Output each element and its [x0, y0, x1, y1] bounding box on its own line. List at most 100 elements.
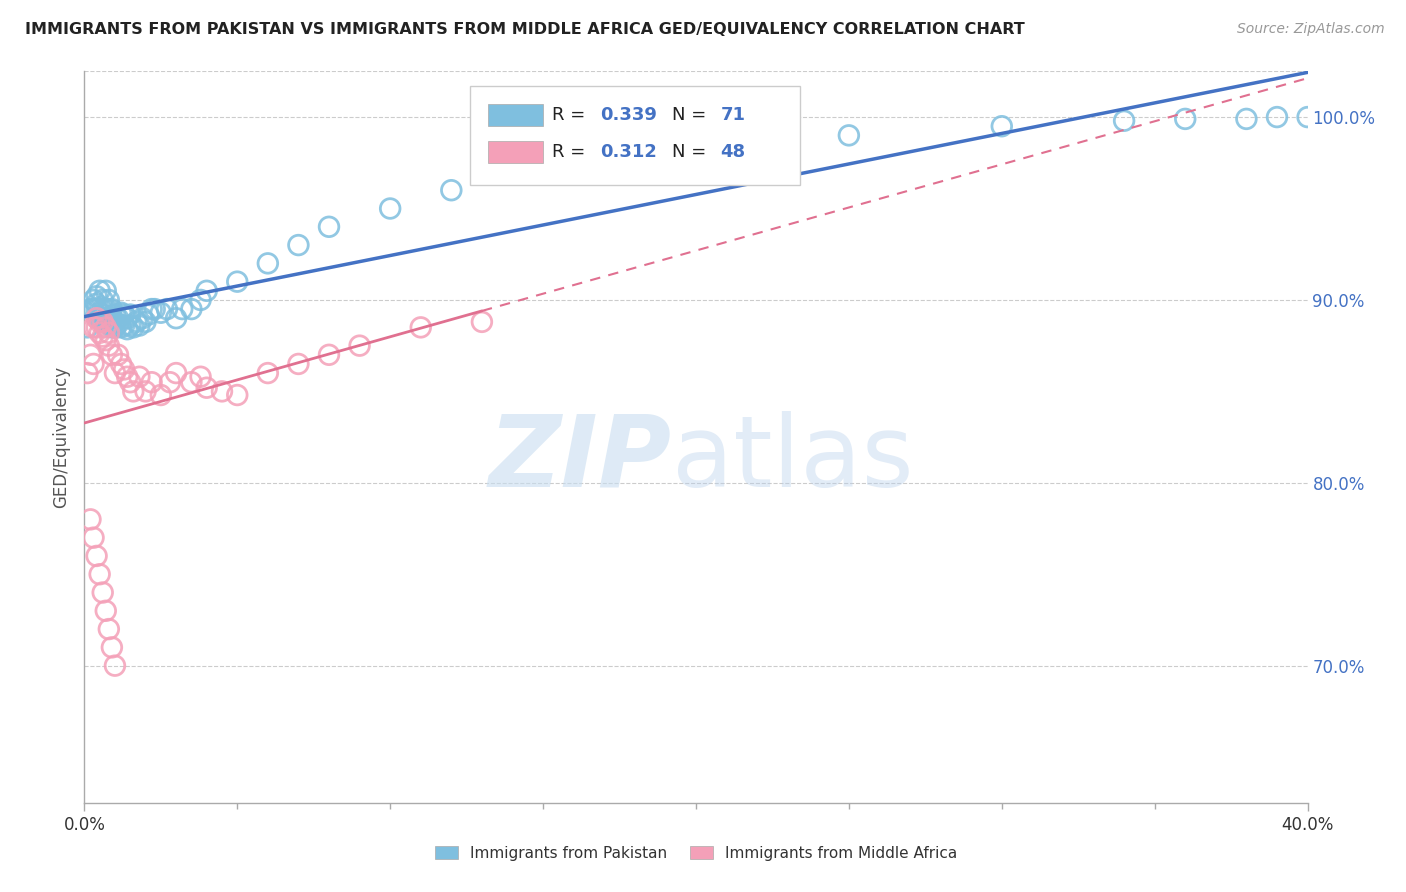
Point — [83, 293, 105, 307]
Text: 71: 71 — [720, 106, 745, 124]
Point — [101, 311, 124, 326]
Point — [107, 348, 129, 362]
FancyBboxPatch shape — [488, 104, 543, 127]
Point — [318, 219, 340, 234]
Point — [380, 202, 402, 216]
Point — [86, 320, 108, 334]
Point — [1265, 110, 1288, 124]
Point — [83, 531, 105, 545]
Point — [79, 348, 101, 362]
Point — [318, 348, 340, 362]
Point — [149, 388, 172, 402]
Point — [104, 308, 127, 322]
Text: IMMIGRANTS FROM PAKISTAN VS IMMIGRANTS FROM MIDDLE AFRICA GED/EQUIVALENCY CORREL: IMMIGRANTS FROM PAKISTAN VS IMMIGRANTS F… — [25, 22, 1025, 37]
Point — [79, 301, 101, 316]
Point — [180, 301, 202, 316]
Point — [211, 384, 233, 399]
Point — [257, 366, 280, 380]
Point — [86, 301, 108, 316]
Point — [122, 384, 145, 399]
Point — [120, 318, 142, 333]
Point — [115, 369, 138, 384]
Point — [131, 311, 153, 326]
Point — [89, 315, 111, 329]
Point — [94, 301, 117, 316]
Point — [165, 366, 187, 380]
Point — [97, 317, 120, 331]
Point — [257, 256, 280, 270]
Text: 0.339: 0.339 — [600, 106, 658, 124]
Point — [89, 567, 111, 582]
Point — [1174, 112, 1197, 126]
Point — [94, 284, 117, 298]
Text: R =: R = — [551, 143, 591, 161]
Point — [97, 622, 120, 636]
Point — [143, 301, 166, 316]
Point — [349, 338, 371, 352]
Point — [89, 306, 111, 320]
Point — [76, 320, 98, 334]
Point — [107, 311, 129, 326]
Point — [101, 301, 124, 316]
Text: 0.312: 0.312 — [600, 143, 658, 161]
Point — [110, 357, 132, 371]
Point — [624, 146, 647, 161]
Point — [104, 658, 127, 673]
Point — [409, 320, 432, 334]
Text: ZIP: ZIP — [488, 410, 672, 508]
Point — [440, 183, 463, 197]
Text: Source: ZipAtlas.com: Source: ZipAtlas.com — [1237, 22, 1385, 37]
Point — [91, 308, 114, 322]
Point — [115, 322, 138, 336]
Point — [165, 311, 187, 326]
Point — [89, 311, 111, 326]
Point — [141, 375, 163, 389]
Point — [128, 318, 150, 333]
Point — [89, 326, 111, 340]
Point — [86, 549, 108, 563]
Point — [471, 315, 494, 329]
Text: R =: R = — [551, 106, 591, 124]
Point — [104, 366, 127, 380]
Point — [94, 333, 117, 347]
Point — [107, 317, 129, 331]
Point — [86, 311, 108, 326]
Point — [149, 306, 172, 320]
Point — [101, 348, 124, 362]
Point — [1296, 110, 1319, 124]
Point — [125, 315, 148, 329]
Point — [195, 284, 218, 298]
Point — [83, 301, 105, 316]
Point — [115, 311, 138, 326]
Point — [190, 369, 212, 384]
Point — [226, 275, 249, 289]
Point — [838, 128, 860, 143]
Text: atlas: atlas — [672, 410, 912, 508]
FancyBboxPatch shape — [488, 141, 543, 163]
Point — [97, 338, 120, 352]
Point — [94, 604, 117, 618]
Point — [91, 315, 114, 329]
Y-axis label: GED/Equivalency: GED/Equivalency — [52, 366, 70, 508]
Point — [190, 293, 212, 307]
Point — [91, 301, 114, 316]
Point — [97, 311, 120, 326]
Point — [138, 308, 160, 322]
Point — [1114, 113, 1136, 128]
Point — [104, 320, 127, 334]
Point — [180, 375, 202, 389]
Point — [91, 315, 114, 329]
Point — [685, 137, 707, 152]
Point — [112, 362, 135, 376]
Point — [141, 301, 163, 316]
Point — [110, 320, 132, 334]
Point — [128, 369, 150, 384]
Point — [747, 132, 769, 146]
Point — [83, 320, 105, 334]
Point — [531, 165, 554, 179]
Point — [91, 585, 114, 599]
Point — [120, 308, 142, 322]
Point — [83, 357, 105, 371]
Point — [287, 238, 309, 252]
Point — [97, 326, 120, 340]
